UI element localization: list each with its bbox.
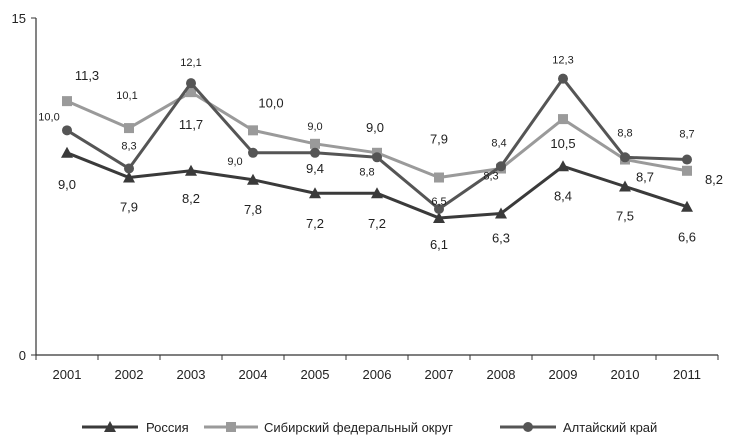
data-point-marker	[495, 207, 507, 219]
legend-label: Алтайский край	[563, 420, 657, 435]
data-label: 8,7	[636, 170, 654, 185]
legend-swatch-marker	[104, 421, 116, 432]
x-tick-label: 2008	[487, 367, 516, 382]
data-label: 6,5	[431, 196, 446, 208]
data-point-marker	[62, 125, 72, 136]
data-label: 7,8	[244, 202, 262, 217]
data-point-marker	[186, 78, 196, 89]
x-tick-label: 2009	[549, 367, 578, 382]
legend-item: Сибирский федеральный округ	[204, 420, 453, 435]
data-label: 8,7	[679, 129, 694, 141]
data-label: 8,8	[617, 127, 632, 139]
data-label: 9,0	[307, 121, 322, 133]
series-line	[66, 90, 688, 180]
data-point-marker	[682, 165, 692, 176]
data-label: 12,1	[180, 57, 201, 69]
legend-swatch-marker	[226, 422, 236, 432]
data-label: 9,4	[306, 161, 324, 176]
data-label: 8,8	[359, 166, 374, 178]
x-tick-label: 2007	[425, 367, 454, 382]
data-label: 8,4	[491, 137, 506, 149]
data-point-marker	[62, 96, 72, 107]
data-point-marker	[434, 172, 444, 183]
x-tick-label: 2004	[239, 367, 268, 382]
data-point-marker	[124, 123, 134, 134]
x-tick-label: 2005	[301, 367, 330, 382]
data-label: 8,2	[705, 172, 723, 187]
data-point-marker	[309, 187, 321, 199]
data-label: 11,3	[75, 68, 99, 83]
data-point-marker	[682, 154, 692, 165]
data-label: 7,9	[430, 132, 448, 147]
data-point-marker	[372, 152, 382, 163]
data-point-marker	[434, 203, 444, 214]
data-label: 6,6	[678, 230, 696, 245]
legend-label: Россия	[146, 420, 189, 435]
legend-item: Россия	[82, 420, 189, 435]
axes: 0 15 2001 2002 2003 2004 2005 2006 2007 2008 2009 2…	[12, 11, 719, 382]
siberian-district-series	[62, 87, 692, 183]
data-label: 7,2	[306, 216, 324, 231]
data-label: 10,0	[258, 95, 283, 110]
data-point-marker	[371, 187, 383, 199]
x-tick-label: 2001	[53, 367, 82, 382]
data-label: 10,0	[38, 111, 59, 123]
data-label: 8,3	[483, 171, 498, 183]
data-label: 7,9	[120, 200, 138, 215]
data-label: 10,1	[116, 90, 137, 102]
data-point-marker	[433, 211, 445, 223]
data-point-marker	[496, 161, 506, 172]
y-tick-label: 0	[19, 348, 26, 363]
russia-series	[61, 146, 693, 223]
data-point-marker	[124, 163, 134, 174]
data-label: 9,0	[58, 177, 76, 192]
series-lines	[61, 73, 693, 223]
data-labels: 9,0 7,9 8,2 7,8 7,2 7,2 6,1 6,3 8,4 7,5 6,6 11,3 10,…	[38, 55, 723, 252]
data-point-marker	[310, 147, 320, 158]
data-point-marker	[186, 87, 196, 98]
data-point-marker	[619, 180, 631, 192]
data-label: 12,3	[552, 55, 573, 67]
data-label: 7,2	[368, 216, 386, 231]
x-tick-label: 2010	[611, 367, 640, 382]
x-tick-label: 2003	[177, 367, 206, 382]
legend-swatch-marker	[523, 422, 533, 432]
y-tick-label: 15	[12, 11, 26, 26]
legend-label: Сибирский федеральный округ	[264, 420, 453, 435]
data-label: 10,5	[550, 136, 575, 151]
data-label: 9,0	[366, 120, 384, 135]
data-point-marker	[248, 125, 258, 136]
data-point-marker	[247, 173, 259, 185]
data-label: 6,3	[492, 230, 510, 245]
data-label: 8,4	[554, 188, 572, 203]
data-label: 11,7	[179, 117, 203, 132]
data-point-marker	[558, 114, 568, 125]
legend-item: Алтайский край	[500, 420, 657, 435]
data-label: 8,3	[121, 141, 136, 153]
legend: Россия Сибирский федеральный округ Алтайск…	[82, 420, 657, 435]
data-point-marker	[248, 147, 258, 158]
data-point-marker	[123, 171, 135, 183]
series-line	[66, 151, 688, 220]
altai-krai-series	[62, 73, 692, 214]
data-point-marker	[557, 160, 569, 172]
data-label: 6,1	[430, 237, 448, 252]
data-point-marker	[681, 200, 693, 212]
x-tick-label: 2011	[673, 367, 701, 382]
data-point-marker	[310, 138, 320, 149]
x-tick-label: 2002	[115, 367, 144, 382]
data-point-marker	[61, 146, 73, 158]
data-label: 7,5	[616, 209, 634, 224]
data-point-marker	[558, 73, 568, 84]
data-label: 9,0	[227, 156, 242, 168]
data-point-marker	[620, 152, 630, 163]
data-label: 8,2	[182, 191, 200, 206]
x-tick-label: 2006	[363, 367, 392, 382]
data-point-marker	[185, 164, 197, 176]
